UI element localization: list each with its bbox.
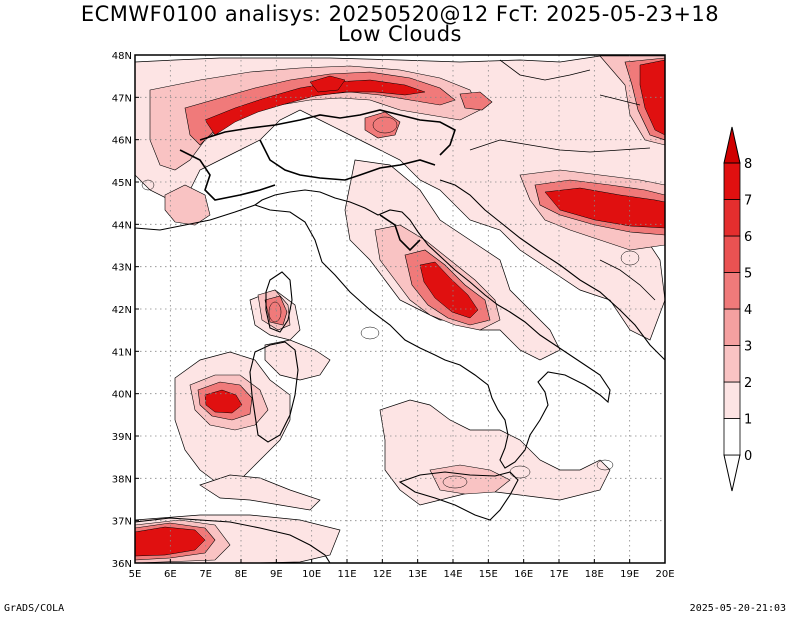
colorbar-label: 4 [744, 303, 752, 318]
colorbar-label: 1 [744, 413, 752, 428]
map-canvas: 5E 6E 7E 8E 9E 10E 11E 12E 13E 14E 15E 16E 17E 18E 19E… [112, 51, 753, 580]
lon-tick-label: 5E [129, 569, 142, 580]
colorbar-segment [723, 162, 741, 200]
grid-lines [135, 55, 665, 563]
lon-tick-labels: 5E 6E 7E 8E 9E 10E 11E 12E 13E 14E 15E 16E 17E 18E 19E… [129, 559, 675, 580]
colorbar-segment [723, 345, 741, 383]
lat-tick-label: 39N [112, 432, 132, 443]
lat-tick-label: 42N [112, 305, 132, 316]
lon-tick-label: 19E [620, 569, 639, 580]
lat-tick-label: 47N [112, 93, 132, 104]
lat-tick-label: 46N [112, 136, 132, 147]
lon-tick-label: 6E [164, 569, 177, 580]
lon-tick-label: 9E [270, 569, 283, 580]
colorbar-label: 8 [744, 157, 752, 172]
colorbar-label: 5 [744, 267, 752, 282]
colorbar: 0 1 2 3 4 5 6 7 8 [723, 126, 752, 492]
lat-tick-label: 43N [112, 263, 132, 274]
lon-tick-label: 14E [443, 569, 462, 580]
lon-tick-label: 17E [549, 569, 568, 580]
colorbar-segment [723, 272, 741, 310]
lon-tick-label: 20E [655, 569, 674, 580]
lat-tick-labels: 36N 37N 38N 39N 40N 41N 42N 43N 44N 45N 46N 47N 48N [112, 51, 139, 570]
lon-tick-label: 15E [479, 569, 498, 580]
colorbar-label: 6 [744, 230, 752, 245]
footer-credit: GrADS/COLA [4, 603, 65, 614]
colorbar-segment [723, 235, 741, 273]
colorbar-segment [723, 199, 741, 237]
lon-tick-label: 11E [337, 569, 356, 580]
colorbar-high-arrow [723, 126, 741, 164]
colorbar-segment [723, 381, 741, 419]
lon-tick-label: 12E [373, 569, 392, 580]
coastlines [135, 59, 665, 563]
lat-tick-label: 44N [112, 220, 132, 231]
colorbar-low-arrow [723, 454, 741, 492]
colorbar-segment [723, 418, 741, 456]
lat-tick-label: 38N [112, 474, 132, 485]
lat-tick-label: 36N [112, 559, 132, 570]
lat-tick-label: 37N [112, 517, 132, 528]
map-subtitle: Low Clouds [338, 22, 462, 46]
colorbar-segment [723, 308, 741, 346]
contour-lines [141, 116, 640, 489]
lon-tick-label: 13E [408, 569, 427, 580]
lon-tick-label: 18E [585, 569, 604, 580]
lat-tick-label: 41N [112, 347, 132, 358]
lat-tick-label: 48N [112, 51, 132, 62]
map-title: ECMWF0100 analisys: 20250520@12 FcT: 202… [80, 2, 720, 26]
lon-tick-label: 16E [514, 569, 533, 580]
colorbar-label: 0 [744, 449, 752, 464]
lon-tick-label: 8E [235, 569, 248, 580]
colorbar-label: 2 [744, 376, 752, 391]
colorbar-label: 3 [744, 340, 752, 355]
footer-timestamp: 2025-05-20-21:03 [689, 603, 786, 614]
colorbar-label: 7 [744, 194, 752, 209]
lon-tick-label: 10E [302, 569, 321, 580]
lat-tick-label: 45N [112, 178, 132, 189]
lon-tick-label: 7E [199, 569, 212, 580]
lat-tick-label: 40N [112, 390, 132, 401]
